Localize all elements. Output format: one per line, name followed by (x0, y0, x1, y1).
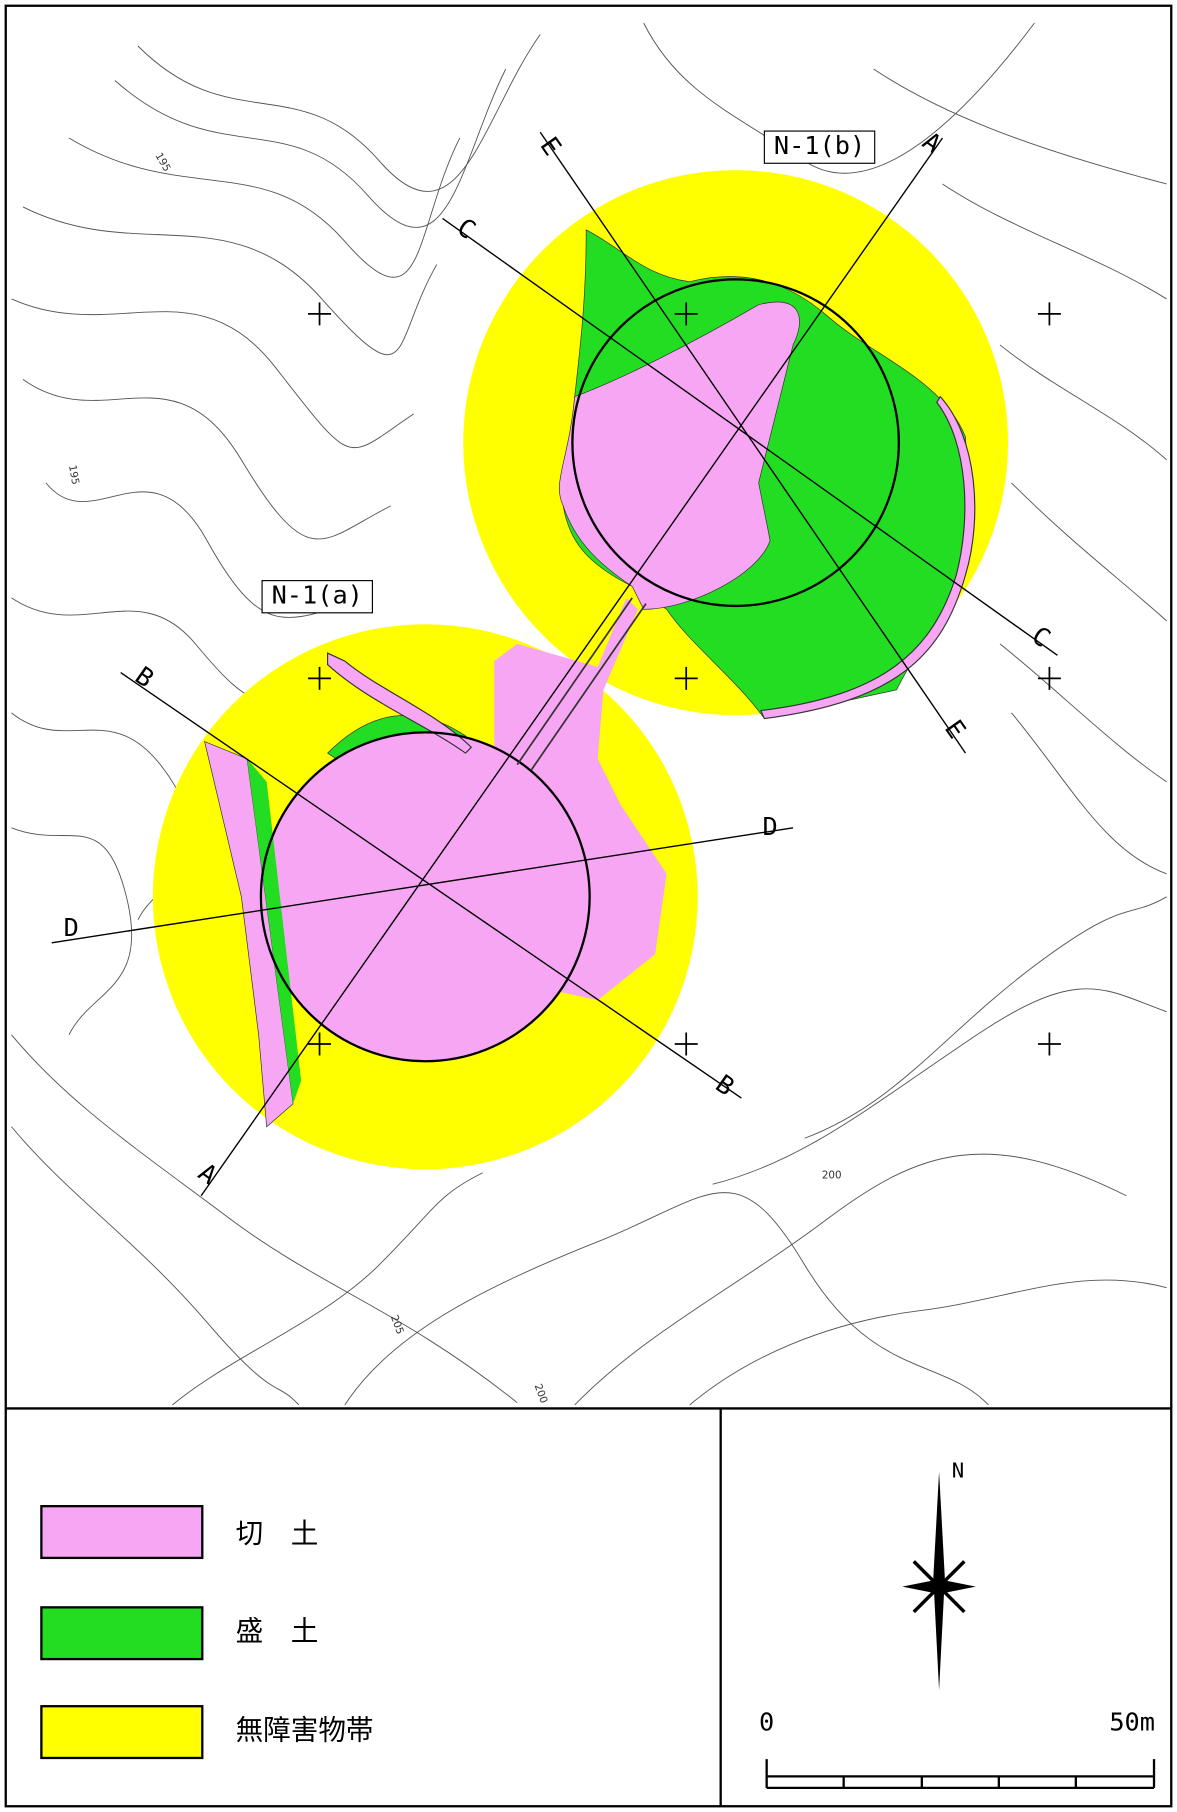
contour (11, 1126, 300, 1406)
contour (11, 298, 415, 449)
contour (804, 896, 1167, 1139)
section-line-e (539, 131, 967, 754)
grid-crosses (308, 302, 1061, 1056)
contour (689, 1279, 1167, 1406)
contour (999, 344, 1167, 461)
contour (1011, 712, 1167, 875)
legend-swatch (40, 1505, 204, 1560)
section-line-a (200, 137, 944, 1197)
contour (942, 183, 1167, 300)
fill-strip-a (247, 758, 302, 1104)
site-label: N-1(a) (272, 581, 363, 610)
label-box (763, 130, 876, 164)
contour (68, 137, 461, 278)
grid-cross (308, 302, 332, 326)
contour (22, 379, 392, 540)
contour (137, 34, 541, 192)
cut-area-b (559, 301, 800, 610)
site-label: N-1(b) (774, 131, 865, 160)
contour (45, 482, 368, 618)
contour (574, 1153, 1127, 1406)
drain-a (327, 652, 473, 754)
scale-label: 0 (759, 1707, 774, 1736)
legend-label: 切 土 (236, 1517, 319, 1550)
scale-bar: 0 50m (759, 1707, 1156, 1790)
contour (344, 1192, 989, 1406)
contour (22, 206, 438, 356)
contour (712, 988, 1167, 1185)
grid-cross (674, 666, 698, 690)
grid-cross (308, 666, 332, 690)
contour-label: 200 (822, 1169, 842, 1181)
grid-cross (674, 1032, 698, 1056)
cut-area-a2 (494, 597, 667, 1001)
section-mark: D (64, 913, 79, 942)
scale-label: 50m (1109, 1707, 1155, 1736)
contour-label: 195 (66, 464, 81, 486)
contour (11, 1034, 518, 1404)
grid-cross (674, 302, 698, 326)
grid-cross (1037, 666, 1061, 690)
north-label: N (952, 1458, 964, 1482)
legend-label: 無障害物帯 (236, 1714, 374, 1747)
label-box (261, 580, 373, 614)
legend-label: 盛 土 (236, 1615, 319, 1648)
contour (172, 1172, 483, 1406)
section-line-b (120, 672, 742, 1099)
contour (643, 22, 1035, 174)
site-circle-a (259, 731, 591, 1063)
section-mark: D (762, 812, 777, 841)
contour (1011, 482, 1167, 622)
section-line-c (442, 217, 1058, 656)
north-arrow: N (902, 1458, 976, 1691)
section-line-d (51, 827, 794, 944)
contour (999, 643, 1167, 783)
contour (114, 68, 507, 228)
contour (11, 827, 133, 1035)
access-road (516, 597, 647, 771)
grid-cross (1037, 1032, 1061, 1056)
grid-cross (1037, 302, 1061, 326)
drain-b (760, 395, 976, 720)
contour (873, 68, 1167, 185)
site-circle-b (571, 278, 900, 608)
legend-swatch (40, 1606, 204, 1661)
legend-swatch (40, 1705, 204, 1760)
grid-cross (308, 1032, 332, 1056)
